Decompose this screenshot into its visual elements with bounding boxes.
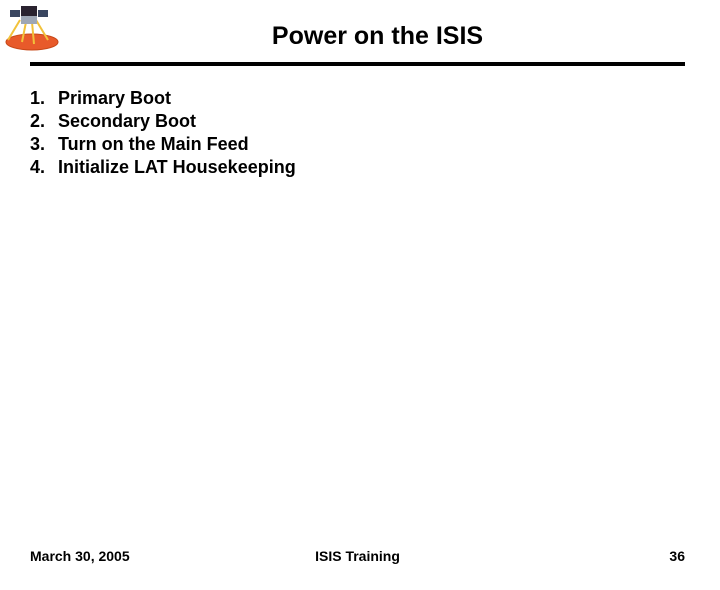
list-item: 4. Initialize LAT Housekeeping	[30, 157, 685, 178]
steps-list: 1. Primary Boot 2. Secondary Boot 3. Tur…	[30, 88, 685, 180]
list-item: 3. Turn on the Main Feed	[30, 134, 685, 155]
list-item-text: Turn on the Main Feed	[58, 134, 249, 155]
footer-title: ISIS Training	[30, 548, 685, 564]
list-item: 1. Primary Boot	[30, 88, 685, 109]
footer: March 30, 2005 ISIS Training 36	[30, 548, 685, 564]
slide-title: Power on the ISIS	[70, 22, 685, 51]
list-item: 2. Secondary Boot	[30, 111, 685, 132]
list-item-text: Primary Boot	[58, 88, 171, 109]
list-item-text: Secondary Boot	[58, 111, 196, 132]
list-item-number: 1.	[30, 88, 58, 109]
list-item-number: 3.	[30, 134, 58, 155]
title-underline	[30, 62, 685, 66]
slide: Power on the ISIS 1. Primary Boot 2. Sec…	[0, 0, 720, 590]
list-item-number: 4.	[30, 157, 58, 178]
list-item-text: Initialize LAT Housekeeping	[58, 157, 296, 178]
list-item-number: 2.	[30, 111, 58, 132]
title-wrap: Power on the ISIS	[70, 22, 685, 51]
satellite-logo	[4, 6, 60, 52]
